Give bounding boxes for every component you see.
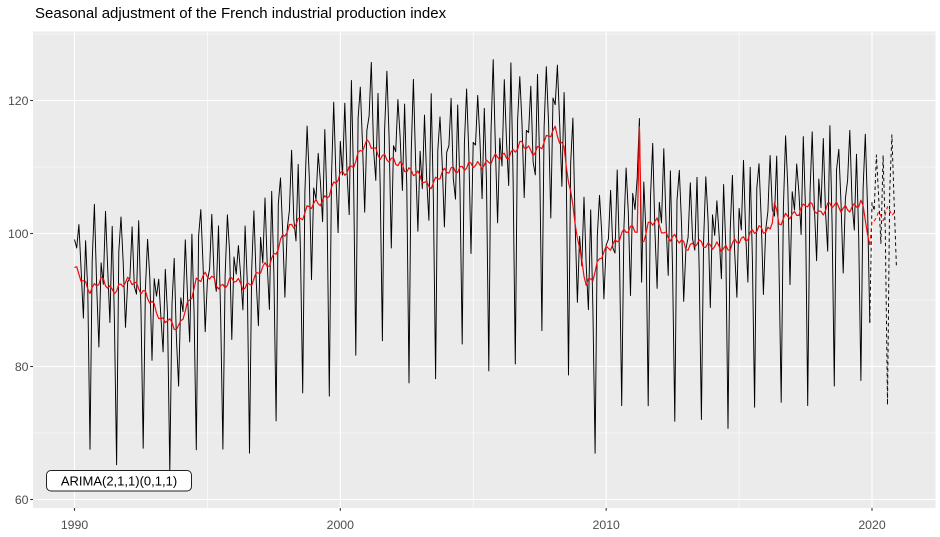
chart-title: Seasonal adjustment of the French indust… (35, 5, 447, 22)
observed-series-line (74, 59, 871, 473)
arima-label-box (46, 470, 192, 492)
major-gridlines (33, 31, 936, 508)
series-lines (74, 59, 897, 473)
seasonally-adjusted-line (74, 125, 871, 331)
y-tick-label: 120 (8, 94, 29, 108)
y-tick-label: 80 (15, 360, 29, 374)
x-tick-label: 1990 (61, 518, 89, 532)
axis-tick-labels: 60 80 100 120 1990 2000 2010 2020 (8, 94, 886, 532)
x-tick-label: 2010 (593, 518, 621, 532)
adjusted-forecast-dashed-line (869, 206, 897, 245)
observed-forecast-dashed-line (869, 134, 897, 406)
x-tick-label: 2000 (327, 518, 355, 532)
arima-label-text: ARIMA(2,1,1)(0,1,1) (61, 474, 177, 489)
plot-panel (33, 31, 936, 508)
y-tick-label: 100 (8, 227, 29, 241)
arima-annotation: ARIMA(2,1,1)(0,1,1) (46, 470, 192, 492)
y-tick-label: 60 (15, 493, 29, 507)
x-tick-label: 2020 (858, 518, 886, 532)
axis-ticks (30, 99, 873, 511)
